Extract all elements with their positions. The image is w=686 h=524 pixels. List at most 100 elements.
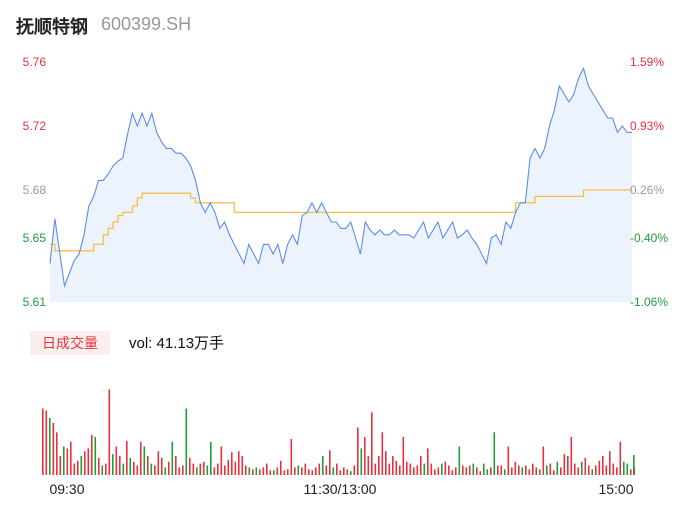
volume-bar — [280, 460, 282, 476]
volume-bar — [150, 463, 153, 475]
volume-bar — [168, 461, 170, 475]
volume-bar — [126, 440, 128, 475]
volume-bar — [178, 467, 181, 475]
volume-bar — [479, 471, 482, 475]
volume-bar — [339, 470, 342, 476]
volume-bar — [437, 467, 440, 475]
volume-tag[interactable]: 日成交量 — [30, 331, 110, 355]
volume-bar — [458, 446, 461, 475]
volume-bar — [402, 437, 405, 475]
volume-bar — [84, 451, 86, 476]
percent-tick-label: 0.26% — [630, 183, 664, 197]
volume-bar — [385, 451, 387, 476]
volume-bar — [199, 463, 202, 475]
volume-bar — [476, 467, 478, 475]
volume-bar — [336, 463, 338, 475]
volume-bar — [269, 470, 272, 476]
volume-bar — [220, 446, 223, 475]
volume-bar — [609, 451, 611, 476]
volume-bar — [315, 467, 317, 475]
volume-bar — [374, 463, 377, 475]
volume-bar — [392, 456, 394, 475]
volume-bar — [105, 463, 107, 475]
volume-bar — [91, 435, 93, 475]
volume-bar — [234, 461, 237, 475]
volume-bar — [553, 470, 555, 476]
volume-bar — [514, 461, 517, 475]
time-axis-label: 11:30/13:00 — [304, 481, 377, 497]
volume-bar — [528, 469, 531, 475]
volume-bar — [49, 418, 51, 475]
price-tick-label: 5.72 — [23, 119, 47, 133]
volume-bar — [147, 456, 149, 475]
volume-bar — [143, 446, 146, 475]
volume-bar — [574, 463, 576, 475]
volume-bar — [42, 408, 44, 475]
volume-bar — [94, 437, 97, 475]
volume-bar — [129, 457, 132, 475]
volume-bar — [301, 467, 303, 475]
volume-bar — [238, 451, 240, 476]
volume-bar — [518, 465, 520, 475]
volume-bar — [388, 463, 391, 475]
volume-bar — [164, 467, 167, 475]
stock-name: 抚顺特钢 — [16, 17, 88, 37]
volume-bar — [416, 465, 419, 475]
volume-bar — [182, 465, 184, 475]
volume-bar — [588, 465, 590, 475]
volume-bar — [329, 450, 331, 475]
price-area — [50, 68, 632, 303]
volume-bar — [45, 410, 48, 475]
volume-bar — [556, 461, 559, 475]
volume-bar — [115, 446, 118, 475]
volume-bar — [252, 469, 254, 475]
volume-bar — [399, 465, 401, 475]
volume-bar — [493, 432, 496, 476]
volume-bar — [605, 465, 608, 475]
volume-bar — [133, 461, 135, 475]
price-tick-label: 5.61 — [23, 295, 47, 309]
volume-bar — [378, 456, 380, 475]
volume-bar — [472, 463, 475, 475]
volume-bar — [444, 461, 447, 475]
volume-bar — [294, 467, 296, 475]
volume-bar — [346, 469, 349, 475]
price-tick-label: 5.76 — [23, 55, 47, 69]
volume-bar — [273, 470, 275, 476]
volume-bar — [364, 437, 366, 475]
price-line — [49, 66, 632, 289]
price-tick-label: 5.68 — [23, 183, 47, 197]
volume-bar — [136, 465, 139, 475]
volume-bar — [633, 455, 635, 475]
volume-bar — [196, 467, 198, 475]
volume-bar — [108, 389, 111, 475]
volume-bar — [290, 438, 293, 475]
volume-bar — [231, 452, 233, 475]
percent-tick-label: 1.59% — [630, 55, 664, 69]
volume-bar — [448, 465, 450, 475]
percent-tick-label: 0.93% — [630, 119, 664, 133]
volume-bar — [570, 437, 573, 475]
volume-bar — [535, 467, 538, 475]
volume-bar — [486, 469, 489, 475]
volume-bar — [175, 456, 177, 475]
volume-bar — [206, 465, 209, 475]
volume-bar — [423, 463, 426, 475]
volume-bar — [542, 446, 545, 475]
volume-bar — [308, 469, 310, 475]
volume-bar — [630, 469, 632, 475]
volume-bar — [224, 465, 226, 475]
volume-readout: vol: 41.13万手 — [129, 335, 225, 352]
volume-bar — [77, 460, 79, 476]
volume-bar — [616, 467, 618, 475]
volume-bar — [276, 467, 279, 475]
volume-bar — [80, 456, 83, 475]
volume-bar — [171, 441, 174, 476]
volume-bar — [73, 463, 76, 475]
volume-bar — [567, 456, 569, 475]
volume-bar — [52, 422, 55, 476]
volume-bar — [465, 467, 468, 475]
volume-bar — [325, 465, 328, 475]
volume-bar — [59, 456, 62, 475]
